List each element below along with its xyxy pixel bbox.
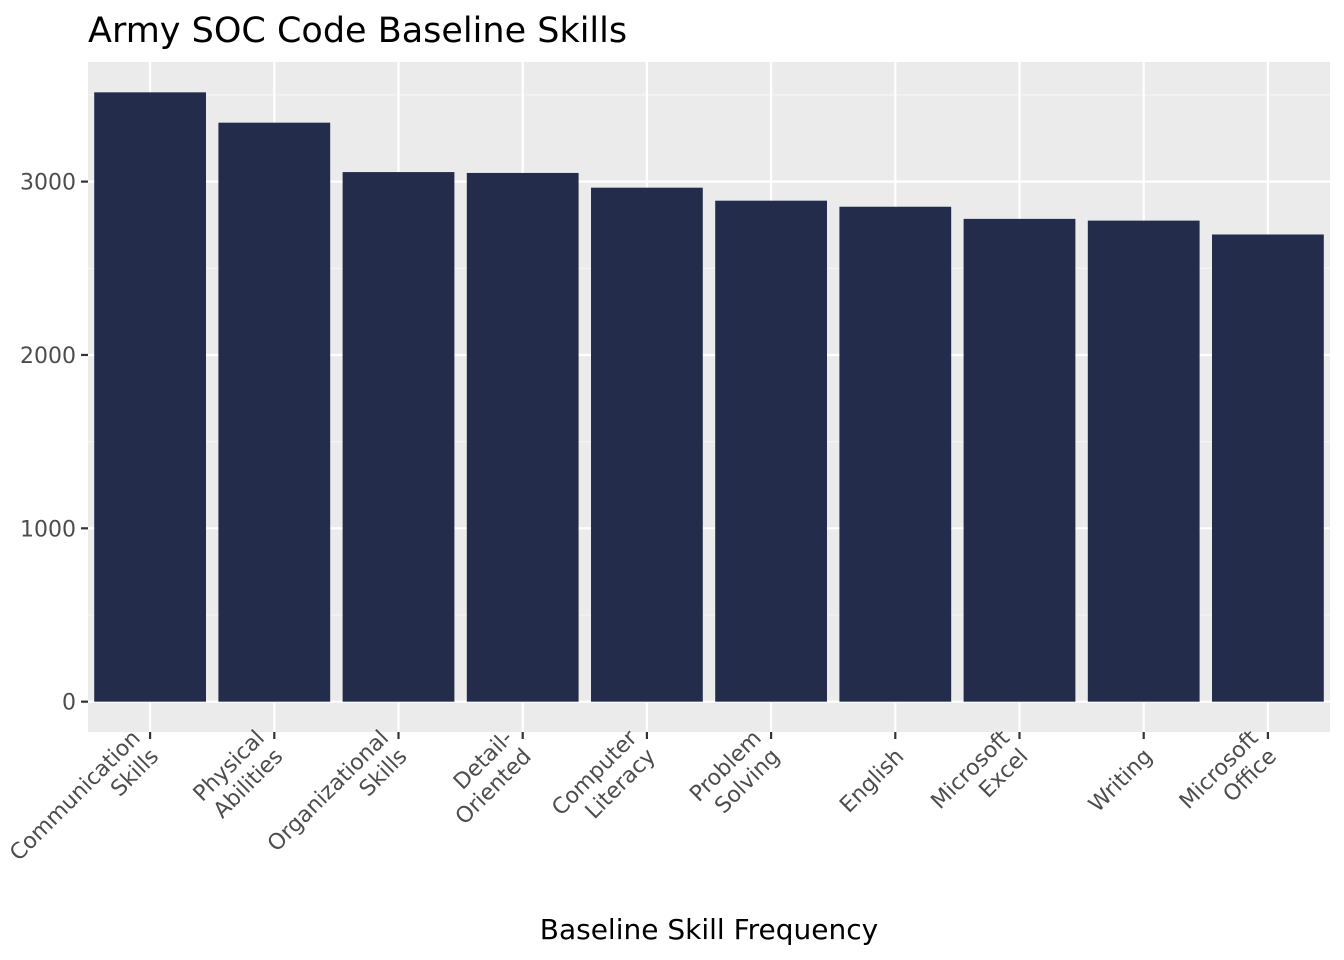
chart-title: Army SOC Code Baseline Skills xyxy=(88,11,627,51)
x-tick-label: OrganizationalSkills xyxy=(263,726,412,875)
y-tick-label: 2000 xyxy=(20,344,76,369)
bar xyxy=(839,206,952,702)
bar xyxy=(342,172,455,702)
x-tick-label-line: English xyxy=(835,744,909,818)
bar xyxy=(591,187,703,702)
bar xyxy=(1212,234,1324,702)
bar xyxy=(963,218,1076,702)
bar xyxy=(715,200,827,702)
bar xyxy=(94,92,206,702)
y-tick-label: 3000 xyxy=(20,171,76,196)
bar xyxy=(218,122,331,702)
x-tick-label: ComputerLiteracy xyxy=(547,725,661,839)
x-axis-title: Baseline Skill Frequency xyxy=(540,913,879,946)
y-tick-label: 1000 xyxy=(20,517,76,542)
x-tick-label-line: Writing xyxy=(1084,744,1157,817)
bar xyxy=(466,172,579,702)
x-tick-label: MicrosoftExcel xyxy=(927,726,1034,833)
x-axis: CommunicationSkills PhysicalAbilitiesOrga… xyxy=(5,725,1282,885)
x-tick-label: Detail-Oriented xyxy=(433,726,537,830)
x-tick-label: ProblemSolving xyxy=(685,726,785,826)
y-axis: 0 1000 2000 3000 xyxy=(20,171,88,716)
x-tick-label: Writing xyxy=(1084,744,1157,817)
x-tick-label: MicrosoftOffice xyxy=(1175,726,1282,833)
bars xyxy=(94,92,1324,702)
x-tick-label: English xyxy=(835,744,909,818)
x-tick-label: CommunicationSkills xyxy=(5,726,164,885)
x-tick-label: PhysicalAbilities xyxy=(189,726,288,825)
y-tick-label: 0 xyxy=(62,691,76,716)
bar xyxy=(1087,220,1200,702)
